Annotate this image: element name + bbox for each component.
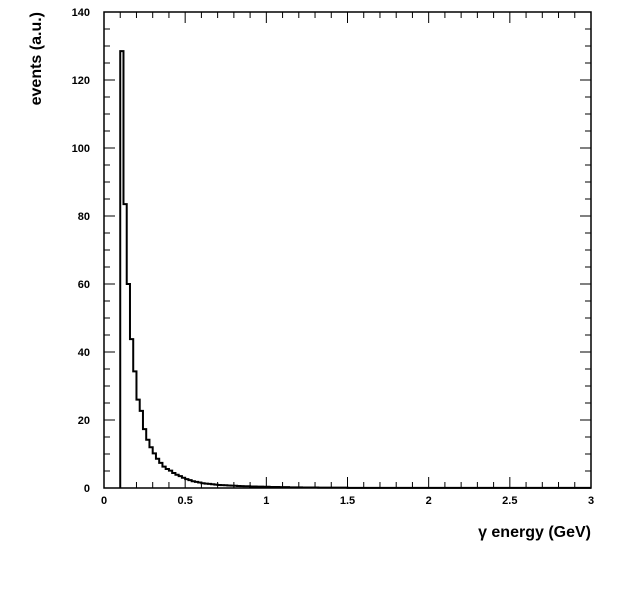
x-tick-label: 0.5 xyxy=(178,495,193,507)
x-axis-title: γ energy (GeV) xyxy=(478,524,591,541)
y-tick-label: 80 xyxy=(78,211,90,223)
x-tick-label: 1.5 xyxy=(340,495,355,507)
y-axis-tick-labels: 0 20 40 60 80 100 120 140 xyxy=(72,7,90,495)
y-tick-label: 20 xyxy=(78,415,90,427)
x-tick-label: 2 xyxy=(426,495,432,507)
x-tick-label: 2.5 xyxy=(502,495,517,507)
histogram-series-line xyxy=(119,50,591,489)
y-tick-label: 120 xyxy=(72,75,90,87)
y-axis-ticks xyxy=(104,11,591,489)
plot-frame xyxy=(103,11,592,489)
y-tick-label: 100 xyxy=(72,143,90,155)
x-tick-label: 1 xyxy=(263,495,269,507)
x-tick-label: 3 xyxy=(588,495,594,507)
x-axis-tick-labels: 0 0.5 1 1.5 2 2.5 3 xyxy=(101,495,594,507)
y-tick-label: 140 xyxy=(72,7,90,19)
y-tick-label: 40 xyxy=(78,347,90,359)
x-axis-ticks xyxy=(103,12,592,488)
y-tick-label: 60 xyxy=(78,279,90,291)
y-tick-label: 0 xyxy=(84,483,90,495)
y-axis-title: events (a.u.) xyxy=(28,12,45,105)
x-tick-label: 0 xyxy=(101,495,107,507)
